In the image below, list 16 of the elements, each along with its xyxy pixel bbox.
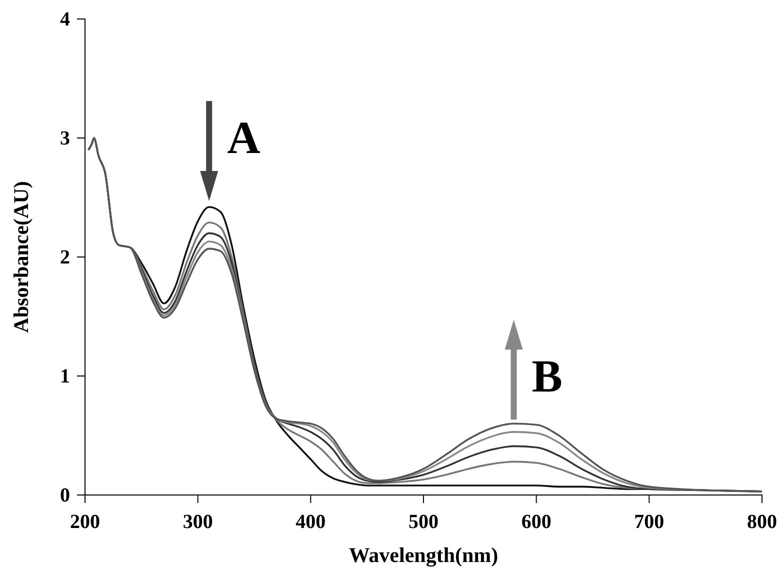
x-tick-label: 600 bbox=[521, 511, 552, 533]
y-tick-label: 0 bbox=[60, 484, 70, 506]
x-tick-label: 700 bbox=[634, 511, 664, 533]
annotation: A bbox=[227, 112, 260, 164]
x-tick-label: 200 bbox=[70, 511, 100, 533]
x-tick-label: 800 bbox=[747, 511, 777, 533]
x-tick-label: 500 bbox=[408, 511, 438, 533]
y-tick-label: 2 bbox=[60, 246, 70, 268]
x-tick-label: 300 bbox=[182, 511, 213, 533]
y-tick-label: 1 bbox=[60, 365, 70, 388]
x-tick-label: 400 bbox=[296, 511, 326, 533]
y-tick-label: 3 bbox=[60, 127, 70, 150]
annotation: B bbox=[532, 350, 562, 402]
y-axis-title: Absorbance(AU) bbox=[9, 181, 33, 333]
y-tick-label: 4 bbox=[60, 8, 70, 30]
x-axis-title: Wavelength(nm) bbox=[348, 543, 498, 567]
